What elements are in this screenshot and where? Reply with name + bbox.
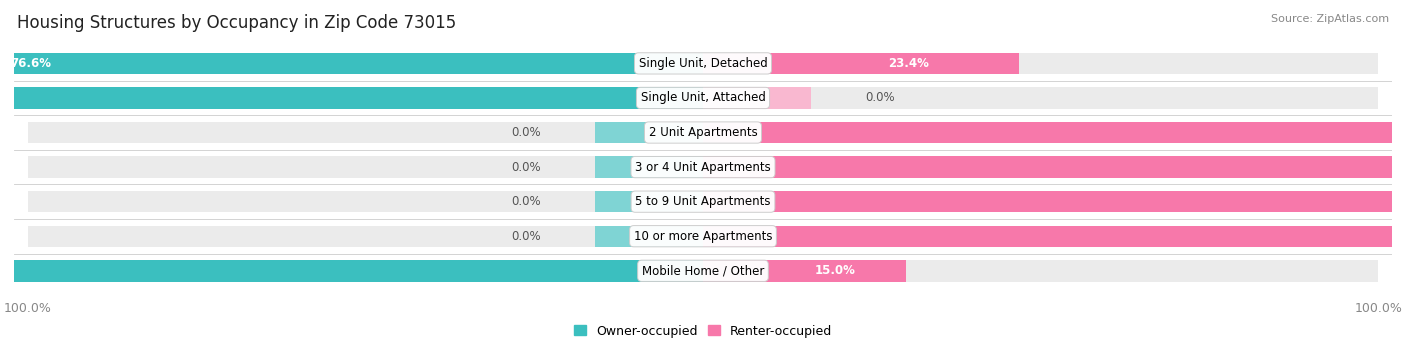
Bar — [28, 191, 1378, 212]
Text: 0.0%: 0.0% — [865, 91, 894, 104]
Text: Single Unit, Attached: Single Unit, Attached — [641, 91, 765, 104]
Legend: Owner-occupied, Renter-occupied: Owner-occupied, Renter-occupied — [568, 320, 838, 341]
Text: 0.0%: 0.0% — [512, 161, 541, 174]
Bar — [703, 191, 1406, 212]
Text: 2 Unit Apartments: 2 Unit Apartments — [648, 126, 758, 139]
Bar — [595, 225, 703, 247]
Text: 3 or 4 Unit Apartments: 3 or 4 Unit Apartments — [636, 161, 770, 174]
Text: Housing Structures by Occupancy in Zip Code 73015: Housing Structures by Occupancy in Zip C… — [17, 14, 456, 32]
Bar — [0, 260, 703, 282]
Text: 23.4%: 23.4% — [889, 57, 929, 70]
Text: 15.0%: 15.0% — [814, 264, 855, 277]
Bar — [703, 260, 905, 282]
Text: 10 or more Apartments: 10 or more Apartments — [634, 230, 772, 243]
Text: Source: ZipAtlas.com: Source: ZipAtlas.com — [1271, 14, 1389, 24]
Text: 0.0%: 0.0% — [512, 195, 541, 208]
Bar — [703, 157, 1406, 178]
Text: 0.0%: 0.0% — [512, 230, 541, 243]
Bar — [28, 87, 1378, 109]
Bar — [595, 122, 703, 143]
Bar — [595, 157, 703, 178]
Bar — [28, 157, 1378, 178]
Bar — [703, 225, 1406, 247]
Bar — [703, 53, 1019, 74]
Bar — [595, 191, 703, 212]
Bar — [28, 225, 1378, 247]
Bar — [0, 53, 703, 74]
Bar — [703, 87, 811, 109]
Text: 0.0%: 0.0% — [512, 126, 541, 139]
Text: Mobile Home / Other: Mobile Home / Other — [641, 264, 765, 277]
Text: 5 to 9 Unit Apartments: 5 to 9 Unit Apartments — [636, 195, 770, 208]
Text: Single Unit, Detached: Single Unit, Detached — [638, 57, 768, 70]
Bar — [0, 87, 703, 109]
Bar — [28, 260, 1378, 282]
Bar — [703, 122, 1406, 143]
Bar — [28, 53, 1378, 74]
Text: 76.6%: 76.6% — [10, 57, 51, 70]
Bar — [28, 122, 1378, 143]
